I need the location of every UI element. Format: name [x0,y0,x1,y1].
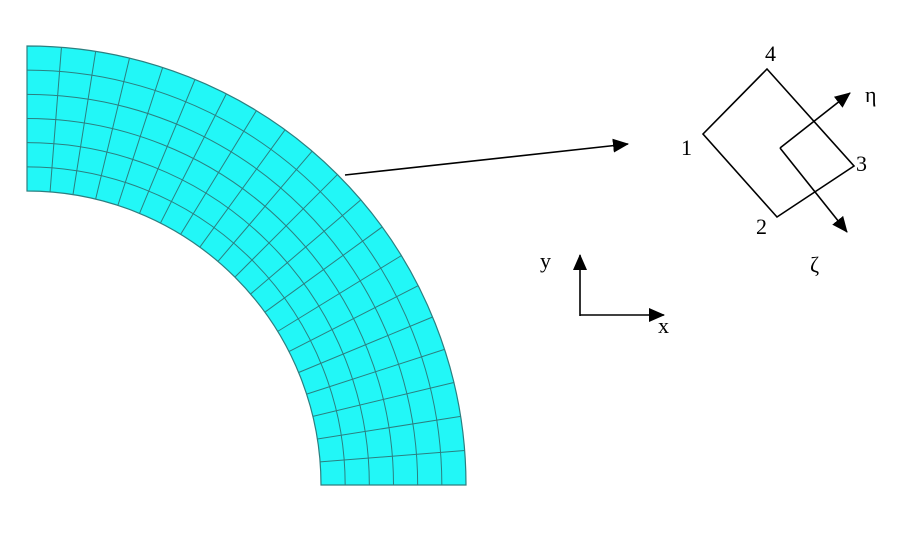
x-axis-label: x [658,313,669,338]
zeta-axis-arrow [779,147,848,233]
zeta-label: ζ [810,252,819,277]
mesh-radial-line [277,255,402,332]
mesh-radial-line [160,93,227,224]
mesh-radial-line [298,316,433,373]
node-label-4: 4 [765,41,776,66]
element-detail: 1 2 3 4 η ζ [681,41,877,277]
mesh-radial-line [139,79,196,214]
mesh-radial-line [199,129,286,248]
global-axes: y x [540,248,669,338]
quarter-annulus-mesh [26,45,467,486]
mesh-radial-line [320,450,465,463]
eta-label: η [865,82,877,107]
node-label-3: 3 [856,151,867,176]
mesh-radial-line [95,58,130,200]
mesh-radial-line [264,226,383,313]
mesh-radial-line [234,174,338,278]
mesh-radial-line [312,382,454,417]
pointer-arrow [344,138,629,176]
mesh-radial-line [72,51,97,195]
quad-element [701,67,856,219]
node-label-2: 2 [756,214,767,239]
mesh-radial-line [49,47,62,192]
mesh-radial-line [317,415,461,440]
mesh-radial-line [250,199,362,295]
mesh-radial-line [217,150,313,262]
mesh-radial-line [306,348,445,395]
eta-axis-arrow [779,92,851,149]
mesh-radial-line [117,67,164,206]
node-label-1: 1 [681,135,692,160]
mesh-radial-line [288,285,419,352]
mesh-radial-line [180,110,257,235]
y-axis-label: y [540,248,551,273]
